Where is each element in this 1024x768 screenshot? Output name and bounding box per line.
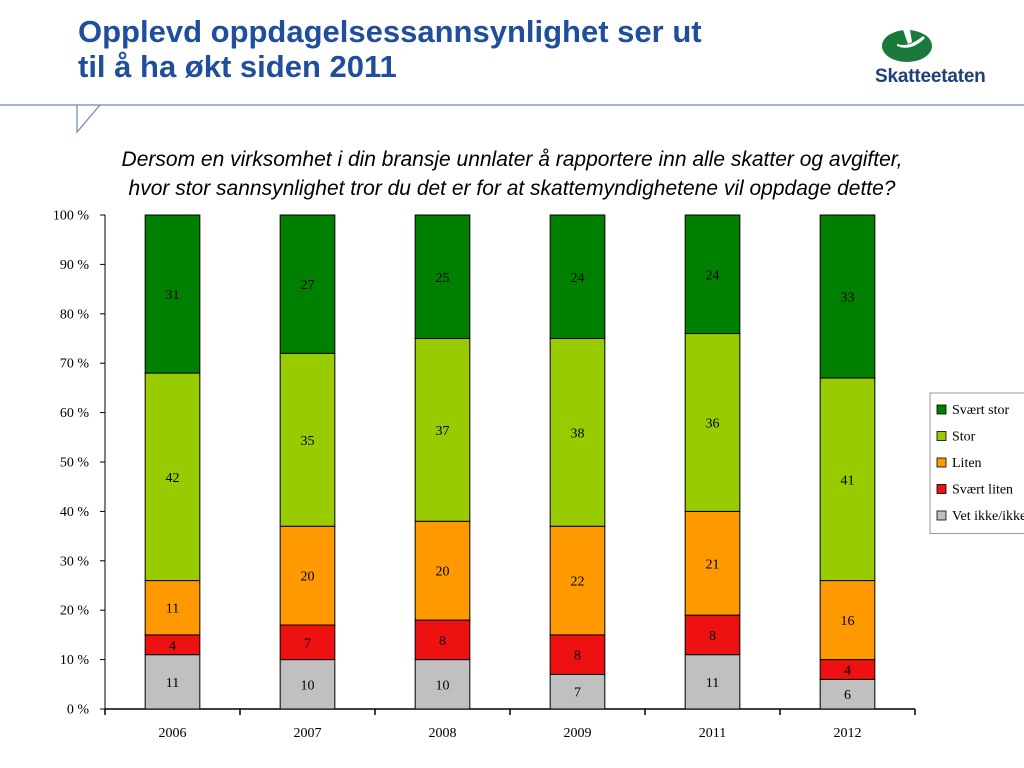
- bar-segment: [684, 614, 741, 656]
- legend-entry: Stor: [952, 430, 976, 445]
- data-label: 11: [706, 676, 719, 691]
- bar-segment: [144, 372, 201, 582]
- data-label: 7: [574, 686, 581, 701]
- data-label: 33: [841, 291, 855, 306]
- data-label: 8: [709, 629, 716, 644]
- data-label: 10: [436, 678, 450, 693]
- bar-segment: [144, 580, 201, 636]
- slide-title: Opplevd oppdagelsessannsynlighet ser ut …: [78, 14, 858, 84]
- data-label: 35: [301, 434, 315, 449]
- bar-segment: [549, 214, 606, 339]
- legend-entry: Liten: [952, 456, 982, 471]
- data-label: 36: [706, 416, 720, 431]
- data-label: 24: [706, 268, 720, 283]
- bars: 11 4 11 42 31 10 7 20 35 27 10 8 20 37 25 7 8 22 38 24 11 8 21…: [144, 214, 876, 710]
- data-label: 4: [844, 663, 851, 678]
- legend-swatch: [936, 431, 947, 441]
- data-label: 8: [439, 634, 446, 649]
- data-label: 7: [304, 636, 311, 651]
- title-line-2: til å ha økt siden 2011: [78, 49, 397, 84]
- legend-swatch: [936, 457, 947, 468]
- data-label: 16: [841, 614, 855, 629]
- bar-segment: [684, 654, 741, 710]
- data-label: 11: [166, 602, 179, 617]
- data-label: 38: [571, 426, 585, 441]
- bar-segment: [279, 525, 336, 626]
- bar-segment: [684, 333, 741, 512]
- bar-segment: [414, 520, 471, 621]
- y-tick-label: 70 %: [60, 357, 90, 372]
- data-label: 4: [169, 639, 176, 654]
- stacked-bar-chart: 0 % 10 % 20 % 30 % 40 % 50 % 60 % 70 % 80 % 90 % 1…: [53, 209, 1024, 741]
- x-axis: 2006 2007 2008 2009 2011 2012: [104, 708, 916, 741]
- y-tick-label: 50 %: [60, 456, 90, 471]
- bar-segment: [549, 634, 606, 675]
- legend-entry: Svært liten: [952, 483, 1013, 498]
- bar-segment: [549, 673, 606, 710]
- x-tick-label: 2007: [294, 726, 322, 741]
- bar-segment: [684, 510, 741, 616]
- data-label: 11: [166, 676, 179, 691]
- bar-segment: [819, 214, 876, 379]
- skatteetaten-logo: Skatteetaten: [875, 18, 1024, 98]
- legend-entry: Svært stor: [952, 403, 1010, 418]
- y-tick-label: 40 %: [60, 505, 90, 520]
- x-tick-label: 2009: [564, 726, 592, 741]
- bar-segment: [144, 214, 201, 374]
- data-label: 37: [436, 424, 450, 439]
- data-label: 24: [571, 271, 585, 286]
- data-label: 20: [436, 565, 450, 580]
- x-tick-label: 2008: [429, 726, 457, 741]
- logo-emblem-icon: [882, 24, 932, 62]
- bar-segment: [819, 377, 876, 582]
- data-label: 25: [436, 271, 450, 286]
- y-tick-label: 100 %: [53, 209, 90, 224]
- data-label: 21: [706, 557, 720, 572]
- logo-text: Skatteetaten: [875, 66, 986, 87]
- legend: Svært stor Stor Liten Svært liten Vet ikke/i…: [929, 392, 1024, 534]
- question-line-1: Dersom en virksomhet i din bransje unnla…: [121, 148, 903, 171]
- bar-segment: [819, 678, 876, 710]
- title-line-1: Opplevd oppdagelsessannsynlighet ser ut: [78, 14, 702, 49]
- y-tick-label: 30 %: [60, 554, 90, 569]
- data-label: 22: [571, 575, 585, 590]
- data-label: 41: [841, 473, 855, 488]
- header-divider: [0, 104, 1024, 134]
- bar-segment: [549, 525, 606, 636]
- bar-segment: [144, 654, 201, 710]
- data-label: 27: [301, 278, 315, 293]
- x-tick-label: 2006: [159, 726, 187, 741]
- legend-swatch: [936, 510, 947, 521]
- legend-swatch: [936, 404, 947, 415]
- question-line-2: hvor stor sannsynlighet tror du det er f…: [128, 177, 896, 200]
- data-label: 20: [301, 570, 315, 585]
- x-tick-label: 2012: [834, 726, 862, 741]
- data-label: 10: [301, 678, 315, 693]
- data-label: 8: [574, 649, 581, 664]
- bar-segment: [684, 214, 741, 335]
- data-label: 6: [844, 688, 851, 703]
- y-tick-label: 10 %: [60, 653, 90, 668]
- survey-question: Dersom en virksomhet i din bransje unnla…: [10, 145, 1014, 203]
- y-axis: 0 % 10 % 20 % 30 % 40 % 50 % 60 % 70 % 80 % 90 % 1…: [53, 209, 106, 718]
- legend-entry: Vet ikke/ikke svar: [952, 509, 1024, 524]
- y-tick-label: 90 %: [60, 258, 90, 273]
- legend-swatch: [936, 484, 947, 494]
- y-tick-label: 80 %: [60, 307, 90, 322]
- bar-segment: [414, 619, 471, 661]
- x-tick-label: 2011: [699, 726, 726, 741]
- bar-segment: [414, 659, 471, 710]
- bar-segment: [279, 214, 336, 354]
- data-label: 42: [166, 471, 180, 486]
- y-tick-label: 60 %: [60, 406, 90, 421]
- bar-segment: [414, 214, 471, 339]
- data-label: 31: [166, 288, 180, 303]
- bar-segment: [414, 338, 471, 522]
- bar-segment: [279, 624, 336, 661]
- y-tick-label: 20 %: [60, 604, 90, 619]
- bar-segment: [279, 352, 336, 527]
- y-tick-label: 0 %: [67, 703, 90, 718]
